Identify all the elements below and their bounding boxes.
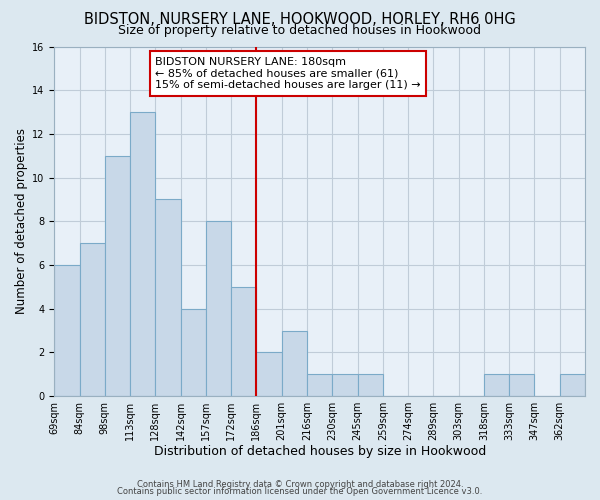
Bar (54, 265, 80, 396)
Text: BIDSTON, NURSERY LANE, HOOKWOOD, HORLEY, RH6 0HG: BIDSTON, NURSERY LANE, HOOKWOOD, HORLEY,… (84, 12, 516, 28)
Bar (332, 374, 358, 396)
Bar (155, 200, 181, 396)
Bar (307, 374, 332, 396)
Bar (231, 287, 256, 396)
Bar (484, 374, 509, 396)
Bar (206, 222, 231, 396)
Bar (105, 156, 130, 396)
Text: BIDSTON NURSERY LANE: 180sqm
← 85% of detached houses are smaller (61)
15% of se: BIDSTON NURSERY LANE: 180sqm ← 85% of de… (155, 57, 421, 90)
Text: Contains HM Land Registry data © Crown copyright and database right 2024.: Contains HM Land Registry data © Crown c… (137, 480, 463, 489)
Text: Size of property relative to detached houses in Hookwood: Size of property relative to detached ho… (119, 24, 482, 37)
Bar (80, 243, 105, 396)
Text: Contains public sector information licensed under the Open Government Licence v3: Contains public sector information licen… (118, 488, 482, 496)
Bar (256, 352, 282, 396)
Bar (560, 374, 585, 396)
Y-axis label: Number of detached properties: Number of detached properties (15, 128, 28, 314)
Bar (181, 308, 206, 396)
Bar (130, 112, 155, 396)
X-axis label: Distribution of detached houses by size in Hookwood: Distribution of detached houses by size … (154, 444, 486, 458)
Bar (282, 330, 307, 396)
Bar (509, 374, 535, 396)
Bar (358, 374, 383, 396)
